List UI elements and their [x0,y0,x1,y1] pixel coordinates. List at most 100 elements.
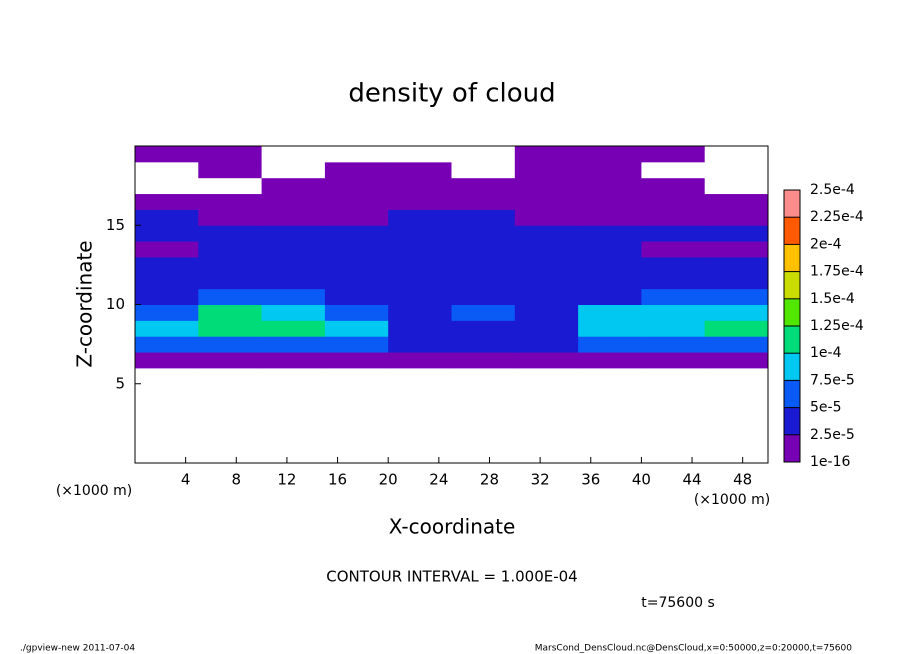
cell [514,320,579,337]
cell [641,383,706,401]
footer-right: MarsCond_DensCloud.nc@DensCloud,x=0:5000… [535,644,852,654]
colorbar-label: 5e-5 [810,400,841,416]
y-tick-label: 10 [106,295,125,313]
cell [451,288,516,305]
colorbar-label: 2.5e-5 [810,427,855,443]
cell [388,320,452,337]
cell [641,272,706,290]
cell [704,336,769,353]
cell [324,177,389,195]
cell [135,146,199,163]
cell [514,288,579,305]
cell [198,193,263,210]
cell [388,288,452,305]
cell [704,367,769,385]
cell [514,177,579,195]
cell [451,161,516,179]
cell [704,415,769,432]
cell [704,304,769,321]
cell [261,447,326,464]
cell [388,367,452,385]
cell [514,415,579,432]
cell [578,161,642,179]
cell [388,146,452,163]
cell [324,415,389,432]
cell [451,336,516,353]
colorbar-label: 2.5e-4 [810,182,855,198]
cell [641,161,706,179]
cell [388,241,452,258]
cell [578,336,642,353]
cell [514,352,579,369]
cell [514,161,579,179]
cell [261,209,326,226]
cell [388,193,452,210]
cell [451,352,516,369]
cell [324,256,389,274]
cell [451,399,516,416]
cell [451,447,516,464]
cell [514,256,579,274]
cell [514,304,579,321]
cell [704,241,769,258]
y-tick-label: 15 [106,216,125,234]
cell [388,415,452,432]
cell [578,383,642,401]
cell [514,367,579,385]
cell [514,272,579,290]
colorbar-swatch [784,353,800,381]
x-tick-label: 24 [429,471,448,489]
cell [578,288,642,305]
cell [135,161,199,179]
cell [578,272,642,290]
cell [388,177,452,195]
cell [578,177,642,195]
cell [578,225,642,242]
cell [324,447,389,464]
cell [578,431,642,448]
cell [324,320,389,337]
cell [641,447,706,464]
cell [514,193,579,210]
cell [578,415,642,432]
time-label: t=75600 s [641,595,715,611]
cell [135,399,199,416]
cell [324,352,389,369]
cell [578,146,642,163]
cell [704,146,769,163]
cell [135,241,199,258]
x-tick-label: 36 [581,471,600,489]
cell [261,272,326,290]
cell [704,161,769,179]
cell [324,336,389,353]
cell [641,193,706,210]
cell [704,447,769,464]
cell [704,399,769,416]
cell [388,304,452,321]
colorbar-swatch [784,407,800,435]
cell [704,256,769,274]
cell [641,209,706,226]
cell [324,367,389,385]
cell [388,383,452,401]
cell [704,352,769,369]
cell [704,288,769,305]
cell [198,352,263,369]
cell [578,241,642,258]
cell [261,161,326,179]
chart-title: density of cloud [348,79,555,109]
cell [135,431,199,448]
cell [641,336,706,353]
cell [388,209,452,226]
colorbar-label: 1e-4 [810,345,842,361]
cell [198,161,263,179]
cell [261,193,326,210]
cell [641,177,706,195]
y-axis-label: Z-coordinate [73,240,97,367]
cell [514,399,579,416]
cell [261,336,326,353]
cell [451,146,516,163]
cell [641,367,706,385]
cell [578,256,642,274]
cell [388,256,452,274]
